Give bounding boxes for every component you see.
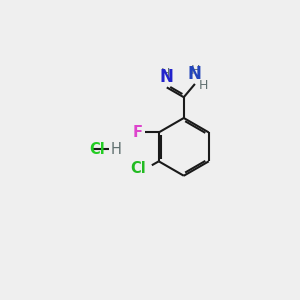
Text: F: F	[133, 125, 142, 140]
Text: Cl: Cl	[89, 142, 105, 157]
Text: H: H	[199, 79, 208, 92]
Text: H: H	[191, 64, 200, 77]
Text: N: N	[160, 68, 174, 86]
Text: H: H	[111, 142, 122, 157]
Text: H: H	[161, 68, 170, 80]
Text: Cl: Cl	[130, 161, 146, 176]
Text: N: N	[188, 65, 202, 83]
